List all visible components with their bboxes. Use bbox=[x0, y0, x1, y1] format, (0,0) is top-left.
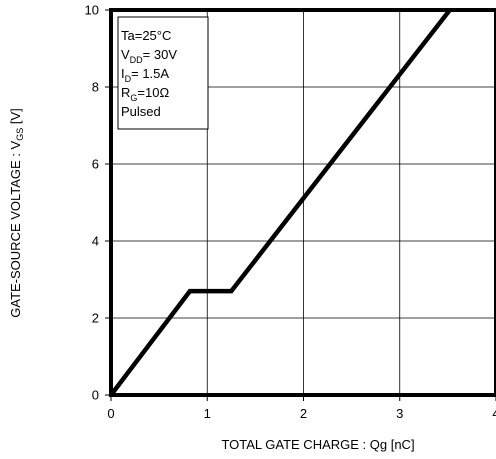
condition-rest-1: = 30V bbox=[143, 47, 178, 62]
condition-main-2: I bbox=[121, 66, 125, 81]
condition-main-0: Ta=25°C bbox=[121, 28, 171, 43]
condition-sub-3: G bbox=[130, 93, 137, 103]
condition-main-3: R bbox=[121, 85, 130, 100]
x-tick-labels: 0 1 2 3 4 bbox=[107, 395, 496, 421]
condition-main-4: Pulsed bbox=[121, 104, 161, 119]
condition-line-2: ID= 1.5A bbox=[121, 66, 169, 84]
x-axis-title: TOTAL GATE CHARGE : Qg [nC] bbox=[221, 437, 414, 452]
x-tick-label-4: 4 bbox=[492, 406, 496, 421]
x-tick-label-3: 3 bbox=[396, 406, 403, 421]
y-tick-label-5: 10 bbox=[85, 3, 99, 18]
conditions-box-border bbox=[117, 16, 209, 130]
condition-main-1: V bbox=[121, 47, 130, 62]
y-axis-title: GATE-SOURCE VOLTAGE : VGS [V] bbox=[8, 108, 25, 318]
x-tick-label-0: 0 bbox=[107, 406, 114, 421]
condition-sub-2: D bbox=[125, 74, 132, 84]
x-tick-label-2: 2 bbox=[300, 406, 307, 421]
condition-rest-3: =10Ω bbox=[137, 85, 169, 100]
condition-rest-2: = 1.5A bbox=[131, 66, 169, 81]
y-tick-label-2: 4 bbox=[92, 234, 99, 249]
series-line-0 bbox=[109, 8, 452, 397]
y-tick-label-3: 6 bbox=[92, 157, 99, 172]
condition-line-0: Ta=25°C bbox=[121, 28, 171, 43]
y-axis-title-sub: GS bbox=[15, 128, 25, 141]
y-axis-title-main: GATE-SOURCE VOLTAGE : V bbox=[8, 140, 23, 317]
x-tick-label-1: 1 bbox=[204, 406, 211, 421]
condition-sub-1: DD bbox=[130, 55, 143, 65]
y-axis-title-unit: [V] bbox=[8, 108, 23, 128]
condition-line-4: Pulsed bbox=[121, 104, 161, 119]
y-tick-label-1: 2 bbox=[92, 311, 99, 326]
condition-line-1: VDD= 30V bbox=[121, 47, 177, 65]
y-tick-label-4: 8 bbox=[92, 80, 99, 95]
condition-line-3: RG=10Ω bbox=[121, 85, 169, 103]
y-tick-label-0: 0 bbox=[92, 388, 99, 403]
y-tick-labels: 0 2 4 6 8 10 bbox=[85, 3, 111, 403]
